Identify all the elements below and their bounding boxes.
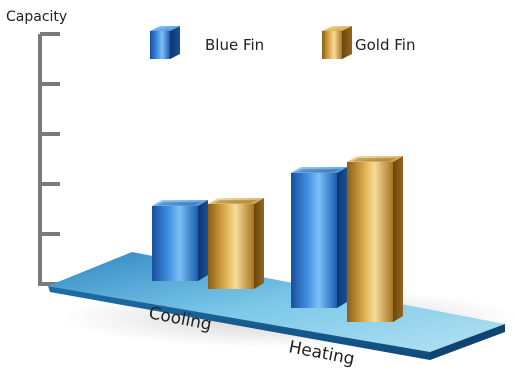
bar-side-gold-fin-heating: [393, 156, 403, 322]
legend-swatch-gold-fin-top: [322, 26, 352, 31]
bar-gold-fin-cooling: [208, 198, 264, 289]
legend-swatch-gold-fin-side: [342, 26, 352, 59]
bar-front-blue-fin-cooling: [152, 206, 198, 281]
legend-swatch-blue-fin-side: [170, 26, 180, 59]
legend-swatch-blue-fin: [150, 31, 170, 59]
legend-label-gold-fin: Gold Fin: [355, 36, 415, 54]
bar-front-gold-fin-heating: [347, 162, 393, 322]
bar-blue-fin-heating: [291, 167, 347, 308]
bar-gold-fin-heating: [347, 156, 403, 322]
bar-top-gold-fin-heating: [347, 156, 403, 162]
bar-front-gold-fin-cooling: [208, 204, 254, 289]
y-axis-label: Capacity: [6, 9, 67, 25]
bar-side-gold-fin-cooling: [254, 198, 264, 289]
legend-label-blue-fin: Blue Fin: [205, 36, 264, 54]
legend: Blue Fin Gold Fin: [150, 26, 415, 59]
legend-swatch-gold-fin: [322, 31, 342, 59]
bar-front-blue-fin-heating: [291, 173, 337, 308]
bar-rim-gold-fin-heating: [353, 158, 397, 161]
legend-swatch-blue-fin-top: [150, 26, 180, 31]
platform-right-edge: [430, 324, 505, 360]
bar-rim-blue-fin-heating: [297, 169, 341, 172]
bar-blue-fin-cooling: [152, 200, 208, 281]
bar-top-blue-fin-cooling: [152, 200, 208, 206]
bar-top-blue-fin-heating: [291, 167, 347, 173]
legend-item-blue-fin: Blue Fin: [150, 26, 264, 59]
platform-front-edge: [48, 286, 430, 360]
bars: [152, 156, 403, 322]
chart-platform: [48, 252, 515, 360]
legend-item-gold-fin: Gold Fin: [322, 26, 415, 59]
y-axis-ticks: [40, 32, 60, 286]
bar-rim-gold-fin-cooling: [214, 200, 258, 203]
bar-top-gold-fin-cooling: [208, 198, 264, 204]
bar-side-blue-fin-cooling: [198, 200, 208, 281]
bar-rim-blue-fin-cooling: [158, 202, 202, 205]
bar-side-blue-fin-heating: [337, 167, 347, 308]
